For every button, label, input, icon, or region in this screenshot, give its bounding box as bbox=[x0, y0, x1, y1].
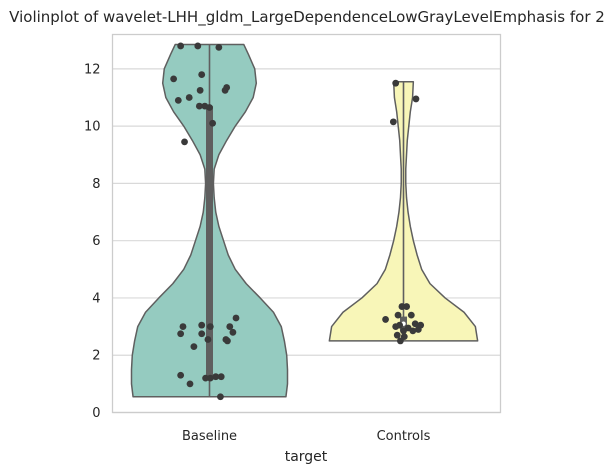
violins bbox=[130, 43, 479, 398]
y-tick-label: 10 bbox=[84, 120, 101, 135]
data-point bbox=[394, 311, 402, 319]
data-point bbox=[206, 323, 214, 330]
data-point bbox=[190, 343, 198, 351]
data-point bbox=[411, 320, 419, 328]
data-point bbox=[229, 328, 237, 336]
data-point bbox=[206, 374, 214, 382]
data-point bbox=[392, 79, 400, 87]
y-tick-label: 6 bbox=[92, 234, 100, 249]
violin-box bbox=[206, 106, 213, 377]
x-tick-labels: Baseline Controls bbox=[182, 429, 431, 444]
y-tick-labels: 0 2 4 6 8 10 12 bbox=[84, 62, 101, 421]
data-point bbox=[400, 333, 408, 341]
y-tick-label: 8 bbox=[92, 177, 100, 192]
data-point bbox=[232, 314, 240, 322]
data-point bbox=[198, 321, 206, 329]
data-point bbox=[194, 42, 202, 50]
x-axis-label: target bbox=[285, 449, 328, 465]
data-point bbox=[174, 96, 182, 104]
data-point bbox=[212, 373, 220, 381]
y-tick-label: 12 bbox=[84, 62, 101, 77]
data-point bbox=[412, 95, 420, 103]
chart-title: Violinplot of wavelet-LHH_gldm_LargeDepe… bbox=[9, 8, 605, 27]
y-tick-label: 2 bbox=[92, 349, 100, 364]
data-point bbox=[221, 86, 229, 94]
y-tick-label: 0 bbox=[92, 406, 100, 421]
data-point bbox=[409, 327, 417, 335]
data-point bbox=[217, 373, 225, 381]
data-point bbox=[407, 311, 415, 319]
data-point bbox=[177, 330, 185, 338]
y-tick-label: 4 bbox=[92, 291, 100, 306]
data-point bbox=[396, 337, 404, 345]
data-point bbox=[382, 316, 389, 323]
data-point bbox=[177, 42, 185, 50]
x-tick-label: Baseline bbox=[182, 429, 237, 444]
x-tick-label: Controls bbox=[377, 429, 431, 444]
data-point bbox=[398, 303, 406, 310]
data-point bbox=[226, 323, 234, 330]
data-point bbox=[177, 371, 185, 379]
data-point bbox=[181, 138, 188, 146]
data-point bbox=[204, 336, 212, 343]
data-point bbox=[400, 327, 407, 335]
data-point bbox=[186, 380, 194, 388]
data-point bbox=[389, 118, 397, 126]
data-point bbox=[209, 119, 217, 127]
data-point bbox=[414, 326, 422, 333]
data-point bbox=[195, 102, 203, 110]
data-point bbox=[392, 323, 400, 330]
data-point bbox=[196, 86, 204, 94]
data-points bbox=[170, 42, 425, 401]
plot-frame bbox=[111, 33, 502, 414]
data-point bbox=[198, 330, 206, 338]
data-point bbox=[393, 331, 401, 339]
data-point bbox=[215, 43, 223, 51]
data-point bbox=[217, 393, 224, 401]
data-point bbox=[403, 303, 411, 310]
data-point bbox=[170, 75, 178, 83]
data-point bbox=[202, 374, 210, 382]
data-point bbox=[224, 337, 231, 345]
data-point bbox=[198, 71, 206, 78]
data-point bbox=[179, 323, 187, 330]
data-point bbox=[185, 94, 193, 101]
data-point bbox=[206, 104, 213, 111]
